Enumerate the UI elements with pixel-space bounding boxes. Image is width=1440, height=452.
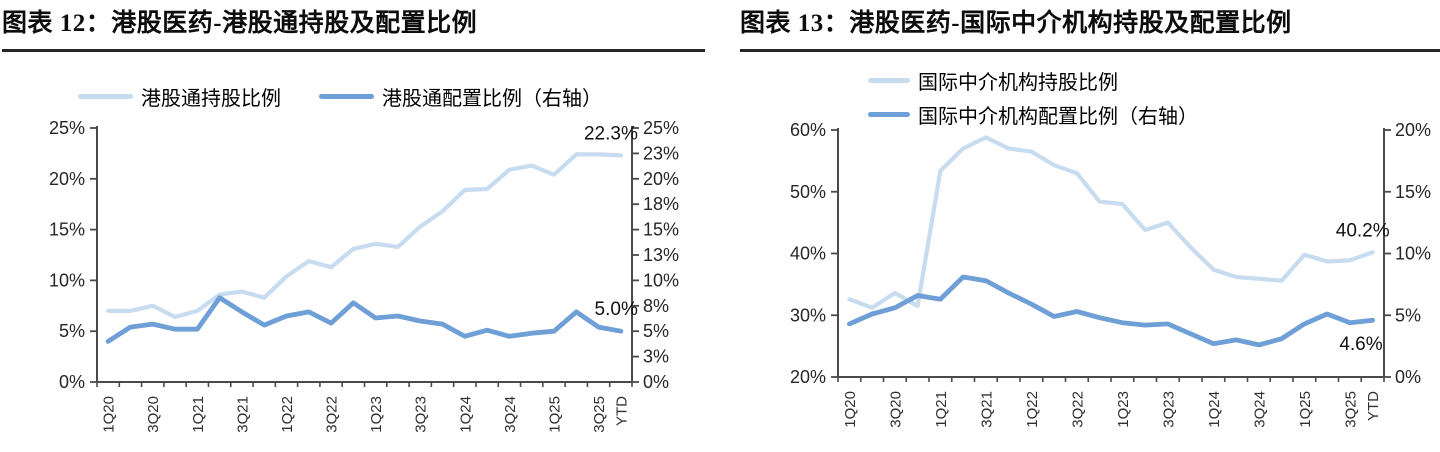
chart-legend: 国际中介机构持股比例 国际中介机构配置比例（右轴） [868, 68, 1198, 128]
series-swatch-light [78, 94, 133, 99]
x-axis-label: 1Q22 [279, 396, 296, 433]
x-axis-label: 3Q22 [324, 396, 341, 433]
x-axis-label: 3Q25 [591, 396, 608, 433]
y-axis-label-left: 25% [49, 118, 85, 138]
x-axis-label: 1Q20 [842, 391, 859, 428]
x-axis-label: 1Q25 [546, 396, 563, 433]
value-annotation: 4.6% [1339, 334, 1382, 355]
y-axis-label-left: 60% [790, 120, 826, 140]
y-axis-label-right: 8% [643, 296, 669, 316]
x-axis-label: 1Q25 [1297, 391, 1314, 428]
legend-item: 港股通持股比例 [78, 84, 281, 110]
x-axis-label: 1Q20 [101, 396, 118, 433]
x-axis-label: 3Q20 [887, 391, 904, 428]
y-axis-label-left: 0% [59, 372, 85, 392]
y-axis-label-right: 10% [643, 270, 679, 290]
y-axis-label-right: 23% [643, 143, 679, 163]
legend-item: 国际中介机构配置比例（右轴） [868, 102, 1198, 128]
series-line-1 [105, 295, 624, 344]
legend-item: 国际中介机构持股比例 [868, 68, 1198, 94]
series-line-0 [847, 135, 1375, 310]
x-axis-label: YTD [1365, 391, 1382, 421]
y-axis-label-right: 15% [643, 220, 679, 240]
x-axis-label: 3Q20 [145, 396, 162, 433]
chart-canvas: 25%20%15%10%5%0%25%23%20%18%15%13%10%8%5… [49, 118, 679, 433]
x-axis-label: 1Q21 [190, 396, 207, 433]
legend-item: 港股通配置比例（右轴） [319, 84, 602, 110]
value-annotation: 5.0% [595, 299, 638, 320]
x-axis-label: 1Q24 [1206, 391, 1223, 428]
x-axis-label: 3Q25 [1342, 391, 1359, 428]
value-annotation: 40.2% [1336, 220, 1390, 241]
y-axis-label-right: 18% [643, 194, 679, 214]
y-axis-label-right: 5% [1395, 305, 1421, 325]
series-swatch-dark [868, 112, 910, 117]
title-rule [740, 49, 1440, 52]
x-axis-label: 1Q21 [933, 391, 950, 428]
x-axis-label: YTD [613, 396, 630, 426]
chart-legend: 港股通持股比例 港股通配置比例（右轴） [78, 84, 602, 110]
chart-title: 图表 13：港股医药-国际中介机构持股及配置比例 [740, 10, 1292, 37]
series-label: 港股通持股比例 [141, 88, 281, 110]
x-axis-label: 1Q23 [1115, 391, 1132, 428]
y-axis-label-right: 3% [643, 347, 669, 367]
chart-figure-13: 图表 13：港股医药-国际中介机构持股及配置比例 国际中介机构持股比例 国际中介… [740, 6, 1440, 428]
chart-canvas: 60% 50% 40% 30% 20% 20% 15% 10% 5% 0% 1Q20 3Q20 1Q21… [790, 120, 1431, 428]
y-axis-label-right: 0% [643, 372, 669, 392]
x-axis-label: 1Q22 [1024, 391, 1041, 428]
y-axis-label-right: 10% [1395, 244, 1431, 264]
series-label: 港股通配置比例（右轴） [382, 88, 602, 110]
y-axis-label-right: 20% [643, 169, 679, 189]
y-axis-label-right: 13% [643, 245, 679, 265]
series-line-1 [847, 274, 1375, 348]
series-swatch-dark [319, 94, 374, 99]
y-axis-label-right: 20% [1395, 120, 1431, 140]
x-axis-label: 3Q24 [502, 396, 519, 433]
x-axis-label: 1Q23 [368, 396, 385, 433]
x-axis-label: 3Q23 [1160, 391, 1177, 428]
title-rule [2, 49, 705, 52]
y-axis-label-left: 15% [49, 220, 85, 240]
y-axis-label-right: 15% [1395, 182, 1431, 202]
y-axis-label-left: 20% [49, 169, 85, 189]
series-swatch-light [868, 78, 910, 83]
x-axis-label: 3Q23 [413, 396, 430, 433]
y-axis-label-left: 40% [790, 244, 826, 264]
y-axis-label-right: 0% [1395, 367, 1421, 387]
x-axis-label: 3Q21 [978, 391, 995, 428]
y-axis-label-left: 50% [790, 182, 826, 202]
x-axis-label: 1Q24 [457, 396, 474, 433]
y-axis-label-right: 25% [643, 118, 679, 138]
y-axis-label-left: 20% [790, 367, 826, 387]
series-label: 国际中介机构持股比例 [918, 72, 1118, 94]
series-line-0 [105, 152, 624, 320]
chart-title: 图表 12：港股医药-港股通持股及配置比例 [2, 10, 478, 37]
x-axis-label: 3Q22 [1069, 391, 1086, 428]
y-axis-label-left: 5% [59, 321, 85, 341]
chart-figure-12: 图表 12：港股医药-港股通持股及配置比例 港股通持股比例 港股通配置比例（右轴… [2, 6, 705, 433]
value-annotation: 22.3% [584, 123, 638, 144]
series-label: 国际中介机构配置比例（右轴） [918, 106, 1198, 128]
x-axis-label: 3Q21 [234, 396, 251, 433]
y-axis-label-left: 10% [49, 270, 85, 290]
x-axis-label: 3Q24 [1251, 391, 1268, 428]
y-axis-label-right: 5% [643, 321, 669, 341]
y-axis-label-left: 30% [790, 305, 826, 325]
